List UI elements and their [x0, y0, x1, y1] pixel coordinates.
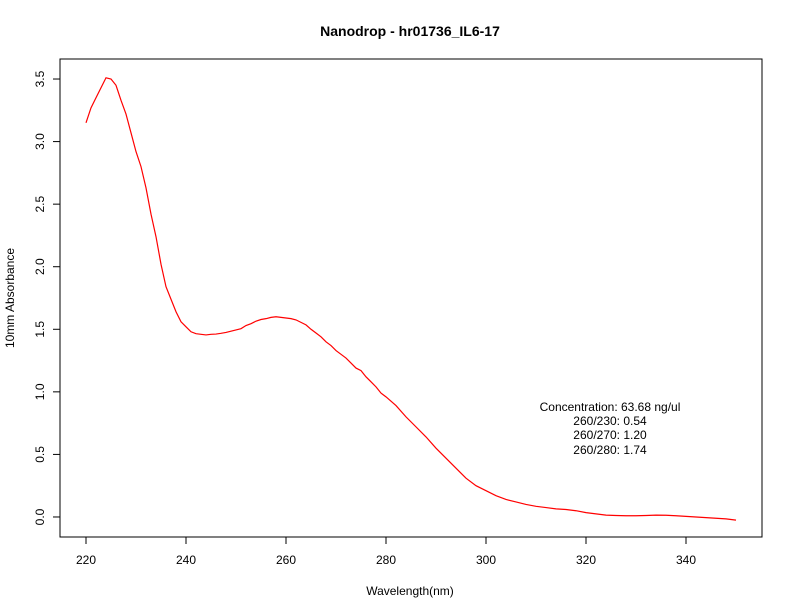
x-tick-label: 240 — [176, 553, 196, 567]
annotation-ratio-260-270: 260/270: 1.20 — [573, 428, 647, 442]
plot-frame — [59, 58, 763, 538]
y-axis: 0.0 0.5 1.0 1.5 2.0 2.5 3.0 3.5 — [33, 70, 60, 525]
y-tick-label: 0.5 — [33, 446, 47, 463]
chart-title: Nanodrop - hr01736_IL6-17 — [320, 23, 500, 39]
annotation-ratio-260-230: 260/230: 0.54 — [573, 414, 647, 428]
annotation-concentration: Concentration: 63.68 ng/ul — [540, 400, 681, 414]
absorbance-series-line — [85, 77, 737, 521]
annotation-block: Concentration: 63.68 ng/ul 260/230: 0.54… — [540, 400, 681, 457]
y-tick-label: 1.5 — [33, 321, 47, 338]
x-tick-label: 280 — [376, 553, 396, 567]
y-tick-label: 3.0 — [33, 133, 47, 150]
y-tick-label: 2.0 — [33, 258, 47, 275]
y-axis-label: 10mm Absorbance — [3, 248, 17, 348]
annotation-ratio-260-280: 260/280: 1.74 — [573, 443, 647, 457]
y-tick-label: 2.5 — [33, 195, 47, 212]
y-tick-label: 1.0 — [33, 383, 47, 400]
x-tick-label: 320 — [576, 553, 596, 567]
x-tick-label: 340 — [676, 553, 696, 567]
x-axis-label: Wavelength(nm) — [366, 584, 454, 598]
y-tick-label: 3.5 — [33, 70, 47, 87]
x-tick-label: 300 — [476, 553, 496, 567]
x-axis: 220 240 260 280 300 320 340 — [76, 537, 696, 567]
y-tick-label: 0.0 — [33, 508, 47, 525]
x-tick-label: 220 — [76, 553, 96, 567]
x-tick-label: 260 — [276, 553, 296, 567]
